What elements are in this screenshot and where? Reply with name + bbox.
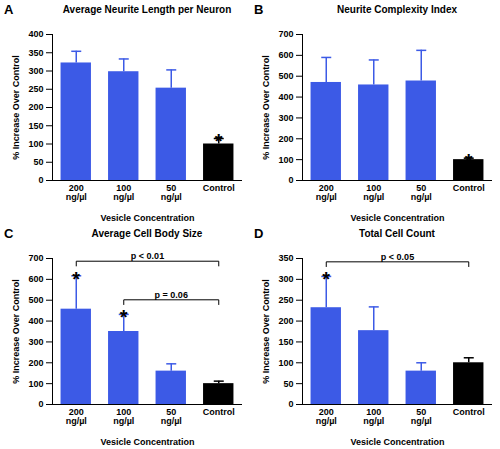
svg-text:% Increase Over Control: % Increase Over Control: [11, 55, 21, 160]
svg-text:100: 100: [28, 139, 43, 149]
svg-text:p < 0.01: p < 0.01: [131, 251, 164, 261]
svg-text:100ng/µl: 100ng/µl: [363, 407, 384, 426]
svg-text:% Increase Over Control: % Increase Over Control: [11, 279, 21, 384]
svg-text:*: *: [120, 306, 128, 328]
svg-text:300: 300: [28, 66, 43, 76]
svg-text:300: 300: [278, 274, 293, 284]
svg-text:Vesicle Concentration: Vesicle Concentration: [100, 437, 194, 447]
svg-text:0: 0: [288, 175, 293, 185]
svg-text:200ng/µl: 200ng/µl: [316, 183, 337, 202]
svg-text:200: 200: [278, 316, 293, 326]
svg-text:200ng/µl: 200ng/µl: [316, 407, 337, 426]
svg-text:0: 0: [288, 399, 293, 409]
svg-text:p < 0.05: p < 0.05: [381, 252, 414, 262]
svg-text:600: 600: [28, 274, 43, 284]
svg-text:*: *: [215, 130, 223, 152]
svg-text:Vesicle Concentration: Vesicle Concentration: [350, 437, 444, 447]
svg-text:% Increase Over Control: % Increase Over Control: [261, 55, 271, 160]
svg-text:100: 100: [278, 155, 293, 165]
svg-text:100: 100: [278, 358, 293, 368]
svg-text:350: 350: [28, 48, 43, 58]
svg-text:400: 400: [28, 29, 43, 39]
html-text:Average Neurite Length per Neu: Average Neurite Length per Neuron: [62, 4, 232, 15]
svg-text:50: 50: [283, 379, 293, 389]
svg-text:Control: Control: [453, 407, 485, 417]
svg-text:150: 150: [28, 121, 43, 131]
svg-text:100ng/µl: 100ng/µl: [363, 183, 384, 202]
svg-text:400: 400: [278, 92, 293, 102]
svg-text:500: 500: [28, 295, 43, 305]
svg-text:50ng/µl: 50ng/µl: [161, 183, 182, 202]
svg-text:300: 300: [28, 337, 43, 347]
svg-text:350: 350: [278, 253, 293, 263]
svg-text:*: *: [465, 150, 473, 172]
svg-text:Control: Control: [203, 407, 235, 417]
svg-text:0: 0: [38, 399, 43, 409]
svg-text:% Increase Over Control: % Increase Over Control: [261, 279, 271, 384]
html-text:Total Cell Count: Total Cell Count: [359, 228, 435, 239]
svg-text:200: 200: [28, 358, 43, 368]
svg-text:*: *: [72, 268, 80, 290]
svg-text:200: 200: [28, 102, 43, 112]
svg-text:Control: Control: [453, 183, 485, 193]
svg-text:Vesicle Concentration: Vesicle Concentration: [100, 213, 194, 223]
html-text:C: C: [4, 226, 14, 241]
html-text:B: B: [254, 2, 264, 17]
svg-text:150: 150: [278, 337, 293, 347]
html-text:Neurite Complexity Index: Neurite Complexity Index: [337, 4, 457, 15]
svg-text:100ng/µl: 100ng/µl: [113, 407, 134, 426]
svg-text:400: 400: [28, 316, 43, 326]
svg-text:50ng/µl: 50ng/µl: [161, 407, 182, 426]
svg-text:50ng/µl: 50ng/µl: [411, 183, 432, 202]
svg-text:Control: Control: [203, 183, 235, 193]
svg-text:300: 300: [278, 113, 293, 123]
svg-text:200ng/µl: 200ng/µl: [66, 183, 87, 202]
svg-text:200: 200: [278, 134, 293, 144]
svg-text:600: 600: [278, 50, 293, 60]
svg-text:p = 0.06: p = 0.06: [155, 290, 188, 300]
svg-text:700: 700: [278, 29, 293, 39]
svg-text:Vesicle Concentration: Vesicle Concentration: [350, 213, 444, 223]
svg-text:*: *: [322, 268, 330, 290]
svg-text:50: 50: [33, 157, 43, 167]
html-text:D: D: [254, 226, 264, 241]
svg-text:50ng/µl: 50ng/µl: [411, 407, 432, 426]
svg-text:700: 700: [28, 253, 43, 263]
svg-text:0: 0: [38, 175, 43, 185]
html-text:A: A: [4, 2, 14, 17]
svg-text:200ng/µl: 200ng/µl: [66, 407, 87, 426]
svg-text:500: 500: [278, 71, 293, 81]
svg-text:100ng/µl: 100ng/µl: [113, 183, 134, 202]
svg-text:250: 250: [278, 295, 293, 305]
svg-text:250: 250: [28, 84, 43, 94]
html-text:Average Cell Body Size: Average Cell Body Size: [91, 228, 203, 239]
svg-text:100: 100: [28, 379, 43, 389]
